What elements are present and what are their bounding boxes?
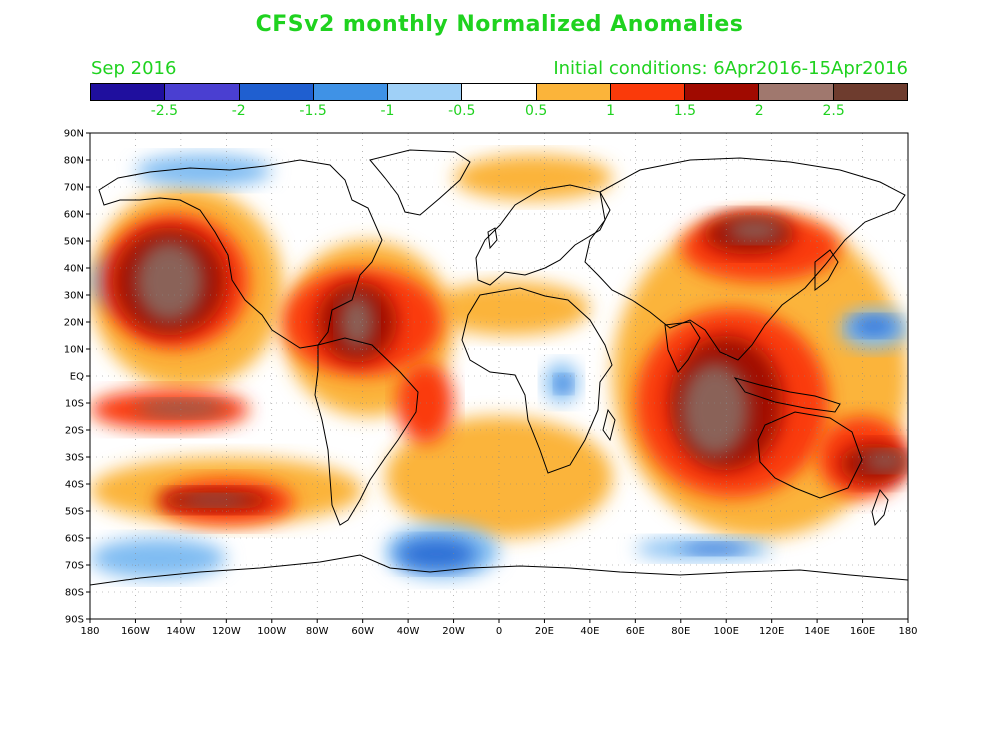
anomaly-region xyxy=(430,281,590,336)
lon-label: 80E xyxy=(671,626,690,637)
color-legend-swatch xyxy=(462,84,537,100)
lat-label: 30S xyxy=(65,453,84,464)
color-legend-bar xyxy=(90,83,908,101)
coastline-indonesia xyxy=(733,377,841,413)
color-legend-swatch xyxy=(536,84,611,100)
coastline-africa xyxy=(461,287,613,474)
lon-label: 120E xyxy=(759,626,784,637)
color-legend-labels: -2.5 -2 -1.5 -1 -0.5 0.5 1 1.5 2 2.5 xyxy=(90,103,908,121)
color-legend-swatch xyxy=(833,84,907,100)
coastline-madagascar xyxy=(602,408,616,442)
coastline-uk xyxy=(487,227,498,250)
anomaly-region xyxy=(726,219,784,241)
color-legend-label: -1 xyxy=(380,103,395,119)
anomaly-region xyxy=(862,451,908,471)
graticule xyxy=(90,133,908,619)
axis-ticks: 90N 80N 70N 60N 50N 40N 30N 20N 10N EQ 10S 20S 30S 40… xyxy=(64,129,918,638)
lon-label: 80W xyxy=(306,626,329,637)
coastline-new-zealand xyxy=(871,488,889,527)
anomaly-region xyxy=(555,376,572,393)
anomaly-region xyxy=(396,538,477,571)
color-legend-swatch xyxy=(239,84,314,100)
lat-label: EQ xyxy=(70,372,84,383)
color-legend-swatch xyxy=(610,84,686,100)
forecast-month: Sep 2016 xyxy=(91,58,177,79)
anomaly-region xyxy=(135,400,227,417)
anomaly-region xyxy=(396,362,454,444)
map-title: CFSv2 monthly Normalized Anomalies xyxy=(255,12,744,37)
lon-label: 0 xyxy=(496,626,502,637)
color-legend-swatch xyxy=(759,84,834,100)
anomaly-region xyxy=(851,316,897,336)
coastline-india xyxy=(664,321,701,373)
lon-label: 120W xyxy=(212,626,241,637)
anomaly-region xyxy=(135,241,204,322)
color-legend-label: -1.5 xyxy=(299,103,327,119)
lon-label: 20W xyxy=(442,626,465,637)
anomaly-region xyxy=(453,154,613,201)
lon-label: 60E xyxy=(626,626,645,637)
lon-label: 140W xyxy=(166,626,195,637)
coastline-south-america xyxy=(314,337,419,526)
lon-label: 60W xyxy=(351,626,374,637)
lon-label: 160W xyxy=(121,626,150,637)
lon-label: 100W xyxy=(257,626,286,637)
lon-label: 140E xyxy=(804,626,829,637)
lon-label: 180 xyxy=(898,626,917,637)
anomaly-region xyxy=(90,538,227,579)
coastline-australia xyxy=(757,411,863,499)
lat-label: 20S xyxy=(65,426,84,437)
color-legend-swatch xyxy=(313,84,389,100)
anomaly-region xyxy=(385,416,613,538)
anomaly-region xyxy=(339,295,375,349)
lon-label: 40W xyxy=(397,626,420,637)
anomaly-region xyxy=(180,494,250,506)
coastline-antarctica xyxy=(90,554,908,586)
color-legend-label: 2 xyxy=(754,103,764,119)
color-legend-swatch xyxy=(165,84,240,100)
color-legend-label: -2.5 xyxy=(150,103,179,119)
lat-label: 40N xyxy=(64,264,84,275)
anomaly-region xyxy=(680,543,749,555)
lon-label: 100E xyxy=(714,626,739,637)
lat-label: 60S xyxy=(65,534,84,545)
lat-label: 70S xyxy=(65,561,84,572)
color-legend-label: 1.5 xyxy=(673,103,697,119)
color-legend-swatch xyxy=(388,84,463,100)
coastline-japan xyxy=(814,249,839,292)
lat-label: 60N xyxy=(64,210,84,221)
lat-label: 90S xyxy=(65,615,84,626)
coastline-asia xyxy=(584,157,906,361)
color-legend-label: 0.5 xyxy=(525,103,548,119)
lat-label: 50S xyxy=(65,507,84,518)
color-legend-swatch xyxy=(685,84,760,100)
lat-label: 30N xyxy=(64,291,84,302)
lat-label: 20N xyxy=(64,318,84,329)
lat-label: 50N xyxy=(64,237,84,248)
color-legend-label: -2 xyxy=(231,103,246,119)
lat-label: 10N xyxy=(64,345,84,356)
lon-label: 40E xyxy=(580,626,599,637)
lon-label: 180 xyxy=(80,626,99,637)
anomaly-region xyxy=(135,154,272,187)
lon-label: 20E xyxy=(535,626,554,637)
initial-conditions: Initial conditions: 6Apr2016-15Apr2016 xyxy=(553,58,908,79)
lat-label: 70N xyxy=(64,183,84,194)
lon-label: 160E xyxy=(850,626,875,637)
color-legend-swatch xyxy=(91,84,166,100)
anomaly-region xyxy=(680,362,749,457)
lat-label: 40S xyxy=(65,480,84,491)
coastline-north-america xyxy=(98,159,383,349)
color-legend-label: -0.5 xyxy=(448,103,476,119)
color-legend-label: 2.5 xyxy=(822,103,845,119)
lat-label: 90N xyxy=(64,129,84,140)
coastlines xyxy=(90,149,908,586)
lat-label: 80S xyxy=(65,588,84,599)
lat-label: 10S xyxy=(65,399,84,410)
lat-label: 80N xyxy=(64,156,84,167)
color-legend-label: 1 xyxy=(606,103,615,119)
coastline-greenland xyxy=(369,149,471,216)
